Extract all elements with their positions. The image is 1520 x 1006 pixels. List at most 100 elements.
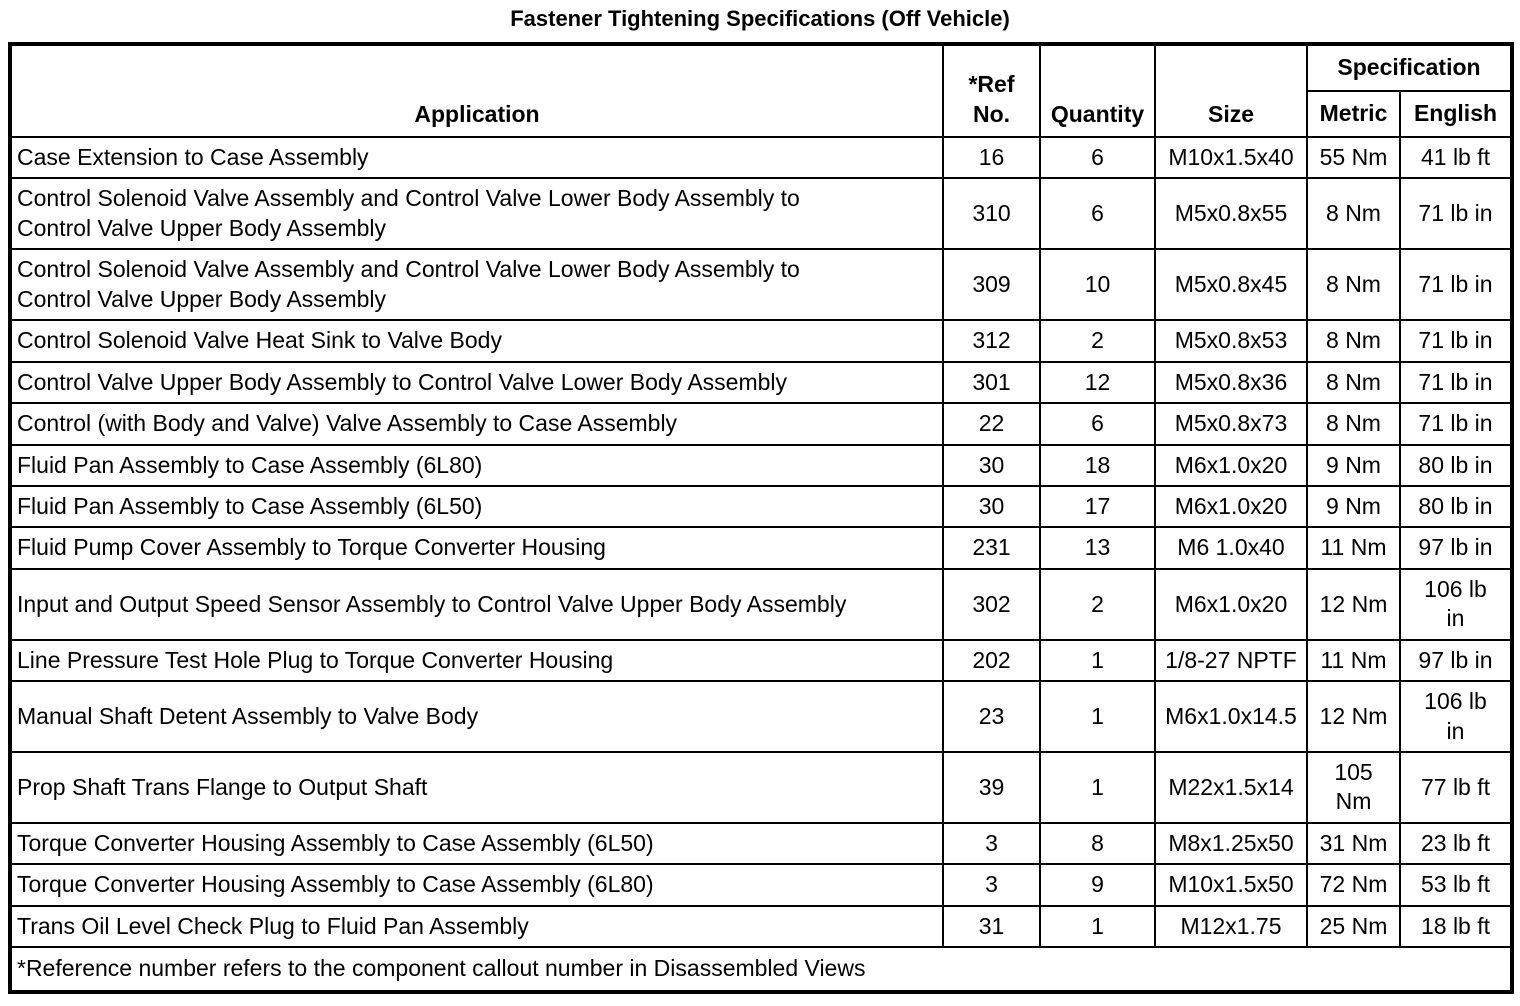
table-row: Case Extension to Case Assembly 16 6 M10… bbox=[9, 135, 1513, 180]
cell-application: Fluid Pan Assembly to Case Assembly (6L8… bbox=[9, 443, 944, 487]
cell-quantity: 9 bbox=[1039, 863, 1156, 907]
cell-application: Torque Converter Housing Assembly to Cas… bbox=[9, 821, 944, 866]
table-row: Control Solenoid Valve Assembly and Cont… bbox=[9, 177, 1513, 251]
cell-size: 1/8-27 NPTF bbox=[1154, 638, 1308, 683]
cell-ref-no: 16 bbox=[942, 135, 1041, 180]
cell-english: 97 lb in bbox=[1399, 638, 1513, 683]
cell-english: 71 lb in bbox=[1399, 319, 1513, 363]
cell-application: Control Solenoid Valve Assembly and Cont… bbox=[9, 248, 944, 322]
table-row: Control (with Body and Valve) Valve Asse… bbox=[9, 402, 1513, 446]
cell-quantity: 10 bbox=[1039, 248, 1156, 322]
table-row: Line Pressure Test Hole Plug to Torque C… bbox=[9, 638, 1513, 683]
cell-quantity: 1 bbox=[1039, 638, 1156, 683]
cell-ref-no: 202 bbox=[942, 638, 1041, 683]
cell-size: M5x0.8x53 bbox=[1154, 319, 1308, 363]
cell-metric: 12 Nm bbox=[1306, 680, 1401, 753]
cell-size: M5x0.8x73 bbox=[1154, 402, 1308, 446]
cell-metric: 8 Nm bbox=[1306, 402, 1401, 446]
cell-size: M5x0.8x45 bbox=[1154, 248, 1308, 322]
cell-application: Fluid Pan Assembly to Case Assembly (6L5… bbox=[9, 484, 944, 529]
cell-ref-no: 301 bbox=[942, 360, 1041, 405]
fastener-specs-table: Application *Ref No. Quantity Size Speci… bbox=[8, 42, 1514, 994]
cell-metric: 8 Nm bbox=[1306, 319, 1401, 363]
cell-application: Case Extension to Case Assembly bbox=[9, 135, 944, 180]
cell-quantity: 1 bbox=[1039, 904, 1156, 949]
cell-application: Control (with Body and Valve) Valve Asse… bbox=[9, 402, 944, 446]
header-row-top: Application *Ref No. Quantity Size Speci… bbox=[9, 43, 1513, 138]
cell-quantity: 2 bbox=[1039, 319, 1156, 363]
cell-ref-no: 30 bbox=[942, 484, 1041, 529]
cell-size: M6x1.0x20 bbox=[1154, 567, 1308, 641]
cell-size: M10x1.5x40 bbox=[1154, 135, 1308, 180]
cell-metric: 25 Nm bbox=[1306, 904, 1401, 949]
cell-ref-no: 22 bbox=[942, 402, 1041, 446]
col-header-english: English bbox=[1399, 90, 1513, 138]
cell-application: Control Solenoid Valve Assembly and Cont… bbox=[9, 177, 944, 251]
cell-english: 80 lb in bbox=[1399, 443, 1513, 487]
cell-size: M22x1.5x14 bbox=[1154, 751, 1308, 824]
cell-size: M10x1.5x50 bbox=[1154, 863, 1308, 907]
cell-application: Control Valve Upper Body Assembly to Con… bbox=[9, 360, 944, 405]
cell-metric: 11 Nm bbox=[1306, 526, 1401, 570]
cell-metric: 9 Nm bbox=[1306, 443, 1401, 487]
footnote-row: *Reference number refers to the componen… bbox=[9, 946, 1513, 993]
cell-english: 71 lb in bbox=[1399, 177, 1513, 251]
table-row: Trans Oil Level Check Plug to Fluid Pan … bbox=[9, 904, 1513, 949]
table-row: Control Solenoid Valve Assembly and Cont… bbox=[9, 248, 1513, 322]
col-header-ref-no: *Ref No. bbox=[942, 43, 1041, 138]
cell-quantity: 6 bbox=[1039, 177, 1156, 251]
cell-size: M5x0.8x36 bbox=[1154, 360, 1308, 405]
cell-quantity: 18 bbox=[1039, 443, 1156, 487]
table-row: Manual Shaft Detent Assembly to Valve Bo… bbox=[9, 680, 1513, 753]
cell-english: 53 lb ft bbox=[1399, 863, 1513, 907]
cell-size: M5x0.8x55 bbox=[1154, 177, 1308, 251]
cell-quantity: 12 bbox=[1039, 360, 1156, 405]
cell-quantity: 2 bbox=[1039, 567, 1156, 641]
cell-application: Control Solenoid Valve Heat Sink to Valv… bbox=[9, 319, 944, 363]
cell-size: M8x1.25x50 bbox=[1154, 821, 1308, 866]
header-row-sub: Metric English bbox=[10, 90, 1513, 138]
cell-metric: 105 Nm bbox=[1306, 751, 1401, 824]
cell-application: Prop Shaft Trans Flange to Output Shaft bbox=[9, 751, 944, 824]
cell-english: 77 lb ft bbox=[1399, 751, 1513, 824]
cell-ref-no: 231 bbox=[942, 526, 1041, 570]
cell-quantity: 8 bbox=[1039, 821, 1156, 866]
cell-english: 106 lb in bbox=[1399, 567, 1513, 641]
table-row: Fluid Pump Cover Assembly to Torque Conv… bbox=[9, 526, 1513, 570]
cell-ref-no: 312 bbox=[942, 319, 1041, 363]
cell-ref-no: 310 bbox=[942, 177, 1041, 251]
cell-metric: 55 Nm bbox=[1306, 135, 1401, 180]
cell-english: 71 lb in bbox=[1399, 248, 1513, 322]
col-header-metric: Metric bbox=[1306, 90, 1401, 138]
col-header-specification: Specification bbox=[1306, 43, 1513, 92]
col-header-application: Application bbox=[9, 43, 944, 138]
cell-metric: 8 Nm bbox=[1306, 360, 1401, 405]
cell-metric: 31 Nm bbox=[1306, 821, 1401, 866]
table-row: Torque Converter Housing Assembly to Cas… bbox=[9, 863, 1513, 907]
table-row: Torque Converter Housing Assembly to Cas… bbox=[9, 821, 1513, 866]
cell-size: M6 1.0x40 bbox=[1154, 526, 1308, 570]
table-row: Input and Output Speed Sensor Assembly t… bbox=[9, 567, 1513, 641]
col-header-quantity: Quantity bbox=[1039, 43, 1156, 138]
cell-size: M12x1.75 bbox=[1154, 904, 1308, 949]
cell-size: M6x1.0x20 bbox=[1154, 484, 1308, 529]
cell-quantity: 17 bbox=[1039, 484, 1156, 529]
cell-quantity: 1 bbox=[1039, 751, 1156, 824]
cell-ref-no: 3 bbox=[942, 821, 1041, 866]
cell-metric: 12 Nm bbox=[1306, 567, 1401, 641]
cell-english: 71 lb in bbox=[1399, 402, 1513, 446]
table-row: Control Valve Upper Body Assembly to Con… bbox=[9, 360, 1513, 405]
cell-size: M6x1.0x14.5 bbox=[1154, 680, 1308, 753]
cell-metric: 8 Nm bbox=[1306, 177, 1401, 251]
table-row: Prop Shaft Trans Flange to Output Shaft … bbox=[9, 751, 1513, 824]
cell-english: 18 lb ft bbox=[1399, 904, 1513, 949]
cell-english: 23 lb ft bbox=[1399, 821, 1513, 866]
cell-ref-no: 309 bbox=[942, 248, 1041, 322]
cell-size: M6x1.0x20 bbox=[1154, 443, 1308, 487]
cell-ref-no: 31 bbox=[942, 904, 1041, 949]
cell-application: Input and Output Speed Sensor Assembly t… bbox=[9, 567, 944, 641]
cell-metric: 9 Nm bbox=[1306, 484, 1401, 529]
cell-ref-no: 302 bbox=[942, 567, 1041, 641]
cell-quantity: 6 bbox=[1039, 402, 1156, 446]
